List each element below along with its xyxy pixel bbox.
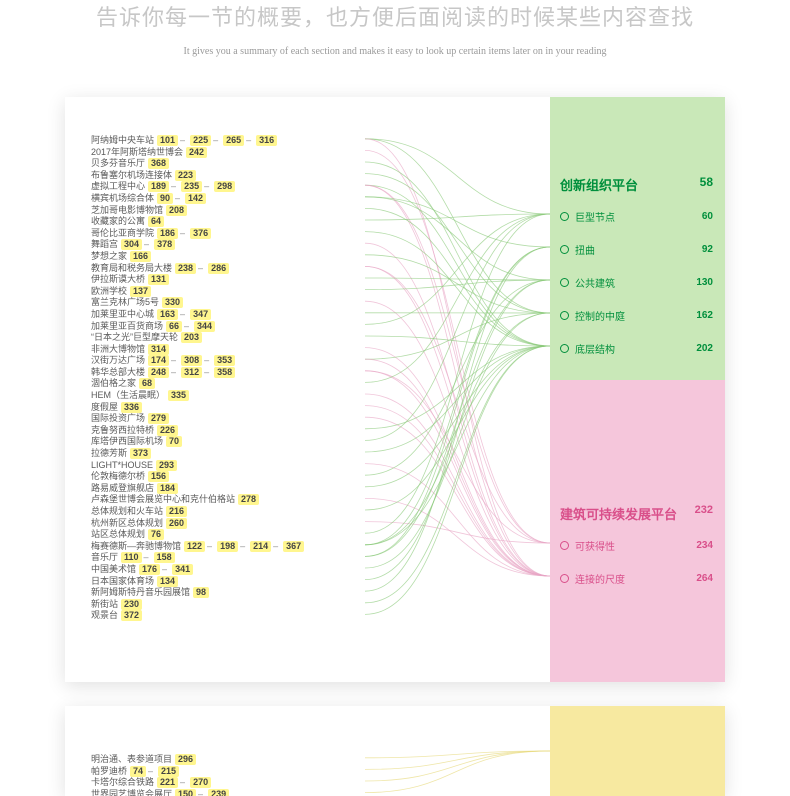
index-row: 克鲁努西拉特桥226 [91, 423, 371, 435]
bullet-icon [560, 245, 569, 254]
category-row: 可获得性234 [560, 538, 713, 553]
page-ref: 98 [193, 587, 209, 598]
green-block: 创新组织平台 58 巨型节点60 扭曲92 公共建筑130 控制的中庭162 底层结构2… [550, 97, 725, 380]
right-category-column-2 [550, 706, 725, 796]
index-row: 伦敦梅德尔桥156 [91, 469, 371, 481]
index-row: 横宾机场综合体90–142 [91, 191, 371, 203]
index-row: 卡塔尔综合铁路221–270 [91, 775, 371, 787]
header: 告诉你每一节的概要，也方便后面阅读的时候某些内容查找 It gives you … [0, 0, 790, 57]
page-ref: 286 [208, 263, 229, 274]
index-row: 世界园艺博览会展厅150–239 [91, 787, 371, 796]
page-ref: 298 [214, 181, 235, 192]
index-row: 收藏家的公寓64 [91, 214, 371, 226]
category-row: 扭曲92 [560, 242, 713, 257]
index-label: 观景台 [91, 610, 118, 621]
index-row: LIGHT*HOUSE293 [91, 458, 371, 470]
index-row: 梦想之家166 [91, 249, 371, 261]
index-row: 舞蹈宫304–378 [91, 237, 371, 249]
page-ref: 242 [186, 147, 207, 158]
index-row: 伊拉斯谟大桥131 [91, 272, 371, 284]
title-cn: 告诉你每一节的概要，也方便后面阅读的时候某些内容查找 [0, 0, 790, 32]
index-row: 芝加哥电影博物馆208 [91, 203, 371, 215]
index-panel-2: 明治通、表参道项目296帕罗迪桥74–215卡塔尔综合铁路221–270世界园艺… [65, 706, 725, 796]
page-ref: 376 [190, 228, 211, 239]
subtitle-en: It gives you a summary of each section a… [0, 46, 790, 57]
category-row: 底层结构202 [560, 341, 713, 356]
index-row: 非洲大博物馆314 [91, 342, 371, 354]
index-row: 度假屋336 [91, 400, 371, 412]
index-row: 汉街万达广场174–308–353 [91, 353, 371, 365]
bullet-icon [560, 574, 569, 583]
page-ref: 122 [184, 541, 205, 552]
page-ref: 316 [256, 135, 277, 146]
index-row: 杭州新区总体规划260 [91, 516, 371, 528]
yellow-block [550, 706, 725, 796]
index-row: 站区总体规划76 [91, 527, 371, 539]
page-ref: 378 [154, 239, 175, 250]
page-ref: 312 [181, 367, 202, 378]
index-row: 欧洲学校137 [91, 284, 371, 296]
index-row: 阿纳姆中央车站101–225–265–316 [91, 133, 371, 145]
index-row: 加莱里亚百货商场66–344 [91, 319, 371, 331]
page-ref: 265 [223, 135, 244, 146]
page-ref: 70 [166, 436, 182, 447]
index-row: 新阿姆斯特丹音乐园展馆98 [91, 585, 371, 597]
page-ref: 198 [217, 541, 238, 552]
index-row: 哥伦比亚商学院186–376 [91, 226, 371, 238]
page-ref: 260 [166, 518, 187, 529]
index-row: 虚拟工程中心189–235–298 [91, 179, 371, 191]
index-row: 观景台372 [91, 608, 371, 620]
green-block-title: 创新组织平台 58 [560, 175, 713, 195]
page-ref: 131 [148, 274, 169, 285]
index-row: 贝多芬音乐厅368 [91, 156, 371, 168]
index-row: 日本国家体育场134 [91, 574, 371, 586]
index-row: 教育局和税务局大楼238–286 [91, 261, 371, 273]
pink-block: 建筑可持续发展平台 232 可获得性234 连接的尺度264 [550, 380, 725, 682]
bullet-icon [560, 212, 569, 221]
page-ref: 214 [250, 541, 271, 552]
page-ref: 367 [283, 541, 304, 552]
index-panel-1: 阿纳姆中央车站101–225–265–3162017年阿斯塔纳世博会242贝多芬… [65, 97, 725, 682]
page-ref: 372 [121, 610, 142, 621]
page-wrap: 告诉你每一节的概要，也方便后面阅读的时候某些内容查找 It gives you … [0, 0, 790, 796]
index-row: 音乐厅110–158 [91, 550, 371, 562]
index-row: 拉德芳斯373 [91, 446, 371, 458]
index-row: 涸伯格之家68 [91, 376, 371, 388]
index-row: 韩华总部大楼248–312–358 [91, 365, 371, 377]
index-row: 明治通、表参道项目296 [91, 752, 371, 764]
page-ref: 208 [166, 205, 187, 216]
bullet-icon [560, 541, 569, 550]
index-row: “日本之光”巨型摩天轮203 [91, 330, 371, 342]
page-ref: 358 [214, 367, 235, 378]
index-row: 2017年阿斯塔纳世博会242 [91, 145, 371, 157]
index-row: 加莱里亚中心城163–347 [91, 307, 371, 319]
index-row: 富兰克林广场5号330 [91, 295, 371, 307]
pink-block-title: 建筑可持续发展平台 232 [560, 504, 713, 524]
category-row: 控制的中庭162 [560, 308, 713, 323]
page-ref: 142 [185, 193, 206, 204]
bullet-icon [560, 344, 569, 353]
index-row: 中国美术馆176–341 [91, 562, 371, 574]
page-ref: 238 [175, 263, 196, 274]
page-ref: 203 [181, 332, 202, 343]
index-row: 布鲁塞尔机场连接体223 [91, 168, 371, 180]
bullet-icon [560, 278, 569, 287]
index-row: 国际投资广场279 [91, 411, 371, 423]
right-category-column: 创新组织平台 58 巨型节点60 扭曲92 公共建筑130 控制的中庭162 底层结构2… [550, 97, 725, 682]
page-ref: 278 [238, 494, 259, 505]
category-row: 连接的尺度264 [560, 571, 713, 586]
left-index-list: 阿纳姆中央车站101–225–265–3162017年阿斯塔纳世博会242贝多芬… [91, 133, 371, 620]
index-row: 帕罗迪桥74–215 [91, 764, 371, 776]
index-row: HEM（生活晨眠）335 [91, 388, 371, 400]
category-row: 公共建筑130 [560, 275, 713, 290]
left-index-list-2: 明治通、表参道项目296帕罗迪桥74–215卡塔尔综合铁路221–270世界园艺… [91, 752, 371, 796]
bullet-icon [560, 311, 569, 320]
index-row: 库塔伊西国际机场70 [91, 434, 371, 446]
index-row: 梅赛德斯—奔驰博物馆122–198–214–367 [91, 539, 371, 551]
category-row: 巨型节点60 [560, 209, 713, 224]
index-row: 卢森堡世博会展览中心和克什伯格站278 [91, 492, 371, 504]
index-row: 路易威登旗舰店184 [91, 481, 371, 493]
page-ref: 335 [168, 390, 189, 401]
index-row: 新街站230 [91, 597, 371, 609]
